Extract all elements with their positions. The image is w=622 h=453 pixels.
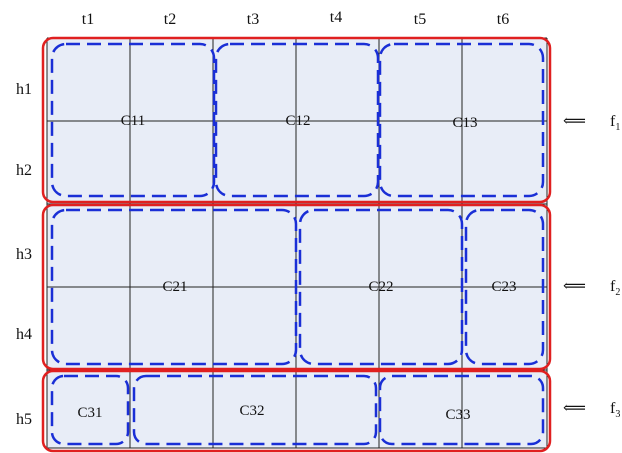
column-header-t4: t4 (330, 9, 342, 26)
cluster-box-c33 (378, 374, 545, 446)
column-header-t3: t3 (247, 11, 259, 28)
cluster-box-c23 (464, 208, 545, 366)
arrow-left-icon: ⟸ (563, 400, 586, 417)
column-headers: t1 t2 t3 t4 t5 t6 (82, 9, 509, 28)
cluster-label-c11: C11 (121, 113, 145, 129)
group-box-2 (41, 203, 552, 371)
cluster-labels: C11 C12 C13 C21 C22 C23 C31 C32 C33 (77, 113, 516, 423)
group-flags: ⟸ f1 ⟸ f2 ⟸ f3 (563, 113, 620, 420)
cluster-box-c12 (214, 42, 380, 198)
group-flag-3: f3 (610, 400, 620, 420)
group-flag-2: f2 (610, 278, 620, 298)
column-header-t5: t5 (414, 11, 426, 28)
row-header-h4: h4 (16, 326, 32, 343)
arrow-left-icon: ⟸ (563, 113, 586, 130)
cluster-box-c32 (132, 374, 378, 446)
cluster-label-c32: C32 (239, 403, 264, 419)
row-header-h3: h3 (16, 246, 32, 263)
group-flag-1: f1 (610, 113, 620, 133)
group-box-3 (41, 369, 552, 453)
cluster-label-c31: C31 (77, 405, 102, 421)
column-header-t2: t2 (164, 11, 176, 28)
cluster-box-c13 (378, 42, 545, 198)
arrow-left-icon: ⟸ (563, 278, 586, 295)
cluster-label-c33: C33 (445, 407, 470, 423)
cluster-label-c22: C22 (368, 279, 393, 295)
row-header-h1: h1 (16, 81, 32, 98)
cluster-box-c21 (50, 208, 298, 366)
cluster-box-c22 (298, 208, 464, 366)
groups (41, 36, 552, 453)
row-header-h2: h2 (16, 162, 32, 179)
cluster-label-c12: C12 (285, 113, 310, 129)
column-header-t6: t6 (497, 11, 509, 28)
cluster-box-c11 (50, 42, 216, 198)
row-headers: h1 h2 h3 h4 h5 (16, 81, 32, 428)
row-header-h5: h5 (16, 411, 32, 428)
cluster-label-c21: C21 (162, 279, 187, 295)
cluster-label-c13: C13 (452, 115, 477, 131)
column-header-t1: t1 (82, 11, 94, 28)
cluster-label-c23: C23 (491, 279, 516, 295)
group-box-1 (41, 36, 552, 204)
clusters (50, 42, 545, 446)
cluster-box-c31 (50, 374, 130, 446)
